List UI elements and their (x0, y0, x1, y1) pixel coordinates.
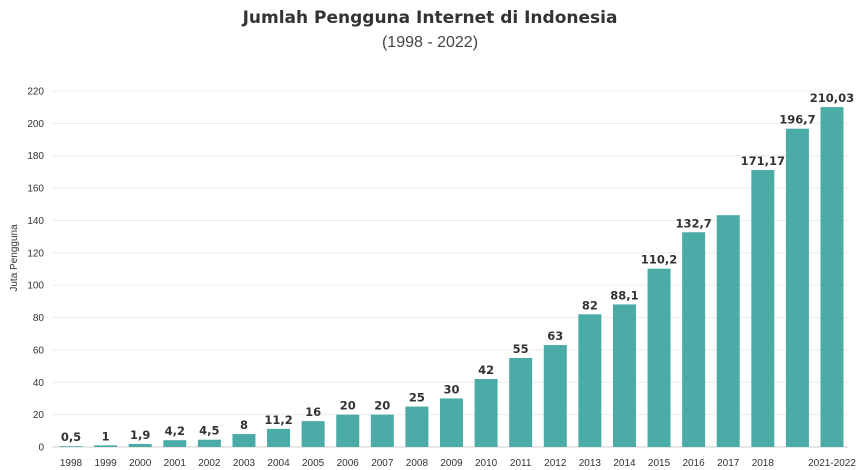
x-tick-label: 2007 (371, 458, 394, 469)
data-label: 30 (443, 382, 459, 396)
bar (578, 314, 602, 447)
x-tick-label: 2016 (683, 458, 706, 469)
y-tick-label: 200 (27, 119, 44, 130)
bar (682, 232, 706, 447)
bar (232, 434, 256, 447)
bar (163, 440, 187, 447)
x-tick-label: 2012 (544, 458, 567, 469)
bar (474, 379, 498, 447)
bar (405, 406, 429, 447)
x-tick-label: 2014 (613, 458, 636, 469)
data-label: 110,2 (641, 253, 677, 267)
data-label: 0,5 (61, 430, 81, 444)
data-label: 1 (102, 429, 110, 443)
x-tick-label: 2017 (717, 458, 740, 469)
data-label: 42 (478, 363, 494, 377)
data-label: 20 (374, 399, 390, 413)
bar (197, 439, 221, 447)
bar (543, 345, 567, 447)
data-label: 210,03 (810, 91, 854, 105)
y-tick-label: 140 (27, 216, 44, 227)
x-tick-label: 1998 (60, 458, 83, 469)
x-tick-label: 2008 (406, 458, 429, 469)
bars (59, 107, 844, 448)
y-tick-label: 80 (33, 313, 45, 324)
bar (509, 358, 533, 447)
bar (267, 428, 291, 447)
bar (751, 170, 775, 448)
data-label: 196,7 (779, 113, 815, 127)
data-label: 1,9 (130, 428, 150, 442)
x-tick-label: 2000 (129, 458, 152, 469)
data-label: 88,1 (610, 288, 638, 302)
bar (612, 304, 636, 447)
y-tick-label: 160 (27, 184, 44, 195)
bar (820, 107, 844, 447)
x-tick-label: 1999 (94, 458, 117, 469)
data-label: 171,17 (741, 154, 785, 168)
chart-subtitle: (1998 - 2022) (381, 34, 479, 51)
x-tick-label: 2011 (510, 458, 532, 469)
bar (647, 268, 671, 447)
data-label: 55 (513, 342, 529, 356)
bar (716, 215, 740, 447)
x-tick-label: 2001 (164, 458, 187, 469)
data-label: 25 (409, 391, 425, 405)
data-label: 11,2 (264, 413, 292, 427)
y-tick-label: 60 (33, 345, 45, 356)
chart-title: Jumlah Pengguna Internet di Indonesia (242, 8, 618, 28)
data-labels: 0,5 1 1,9 4,2 4,5 8 11,2 16 20 20 25 30 42 55 63 82 88,1… (61, 91, 854, 444)
y-tick-label: 180 (27, 151, 44, 162)
x-tick-label: 2003 (233, 458, 256, 469)
bar (370, 414, 394, 447)
bar (785, 128, 809, 447)
bar (59, 446, 83, 447)
x-tick-label: 2013 (579, 458, 602, 469)
y-tick-label: 20 (33, 410, 45, 421)
x-tick-label: 2004 (267, 458, 290, 469)
data-label: 63 (547, 329, 563, 343)
gridlines (52, 90, 848, 448)
y-axis-ticks: 0 20 40 60 80 100 120 140 160 180 200 220 (27, 87, 44, 454)
data-label: 8 (240, 418, 248, 432)
bar (94, 445, 118, 447)
x-tick-label: 2005 (302, 458, 325, 469)
x-tick-label: 2006 (337, 458, 360, 469)
bar (440, 398, 463, 447)
bar (128, 443, 152, 447)
y-tick-label: 100 (27, 281, 44, 292)
x-tick-label: 2015 (648, 458, 671, 469)
x-tick-label: 2018 (752, 458, 775, 469)
data-label: 82 (582, 298, 598, 312)
data-label: 4,5 (199, 424, 219, 438)
data-label: 132,7 (675, 216, 711, 230)
x-tick-label: 2002 (198, 458, 221, 469)
data-label: 16 (305, 405, 321, 419)
bar (336, 414, 360, 447)
x-axis-ticks: 1998 1999 2000 2001 2002 2003 2004 2005 2006 2007… (60, 458, 856, 469)
y-tick-label: 220 (27, 87, 44, 98)
x-tick-label: 2009 (440, 458, 463, 469)
data-label: 20 (340, 399, 356, 413)
y-axis-label: Juta Pengguna (9, 224, 20, 292)
y-tick-label: 0 (38, 443, 44, 454)
y-tick-label: 120 (27, 248, 44, 259)
bar (301, 421, 325, 447)
x-tick-label: 2021-2022 (808, 458, 856, 469)
data-label: 4,2 (165, 424, 185, 438)
x-tick-label: 2010 (475, 458, 498, 469)
y-tick-label: 40 (33, 378, 45, 389)
